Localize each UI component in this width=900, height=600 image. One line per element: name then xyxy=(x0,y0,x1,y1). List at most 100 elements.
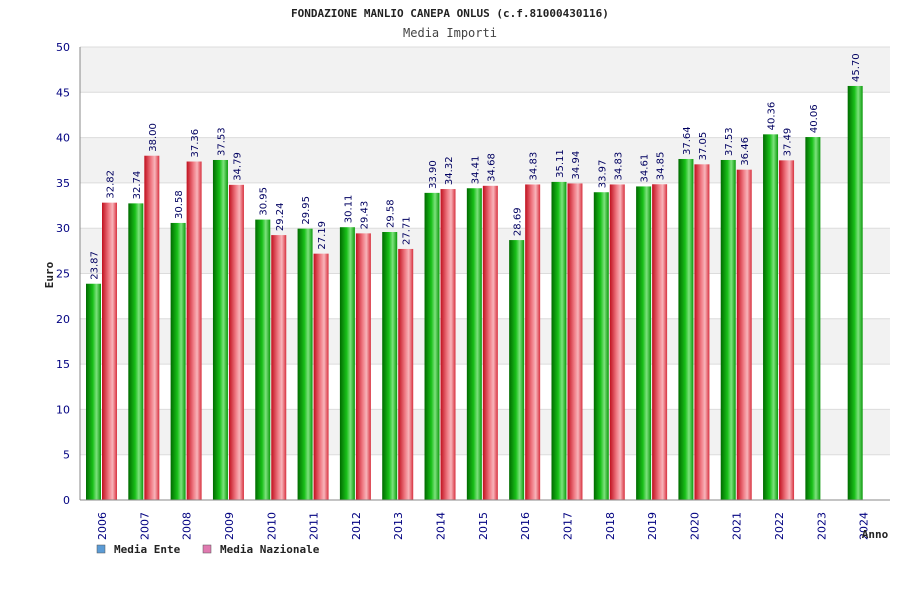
y-axis-label: Euro xyxy=(43,261,56,288)
data-label: 37.36 xyxy=(190,129,201,158)
data-label: 32.82 xyxy=(106,170,117,199)
data-label: 23.87 xyxy=(90,251,101,280)
y-tick-label: 50 xyxy=(56,41,70,54)
y-tick-label: 30 xyxy=(56,222,70,235)
bar-media-ente-2018 xyxy=(593,192,609,500)
bar-media-ente-2006 xyxy=(86,283,101,500)
data-label: 32.74 xyxy=(132,171,143,200)
y-tick-label: 5 xyxy=(63,449,70,462)
y-axis-ticks: 0 5 10 15 20 25 30 35 40 45 50 xyxy=(56,41,70,507)
x-tick-label: 2007 xyxy=(138,512,151,540)
data-label: 37.64 xyxy=(682,126,693,155)
data-label: 36.46 xyxy=(740,137,751,166)
x-tick-label: 2014 xyxy=(435,512,448,540)
x-tick-label: 2011 xyxy=(308,512,321,540)
chart-title: FONDAZIONE MANLIO CANEPA ONLUS (c.f.8100… xyxy=(291,7,609,20)
data-label: 34.41 xyxy=(470,156,481,185)
data-label: 27.71 xyxy=(402,216,413,245)
bar-media-nazionale-2019 xyxy=(652,184,668,500)
data-label: 38.00 xyxy=(148,123,159,152)
bar-media-ente-2017 xyxy=(551,181,567,501)
data-label: 34.83 xyxy=(529,152,540,181)
data-label: 27.19 xyxy=(317,221,328,250)
data-label: 37.05 xyxy=(698,132,709,161)
legend-label-media-nazionale: Media Nazionale xyxy=(220,543,320,556)
bar-media-nazionale-2022 xyxy=(779,160,795,500)
bar-media-nazionale-2008 xyxy=(186,161,202,500)
y-tick-label: 35 xyxy=(56,177,70,190)
y-tick-label: 20 xyxy=(56,313,70,326)
bar-media-ente-2019 xyxy=(636,186,652,500)
x-axis-ticks: 2006 2007 2008 2009 2010 2011 2012 2013 2014 2015… xyxy=(96,512,871,540)
legend-swatch-media-ente xyxy=(96,544,106,554)
data-label: 29.43 xyxy=(359,201,370,230)
data-label: 29.95 xyxy=(301,196,312,225)
bar-media-ente-2024 xyxy=(847,85,863,500)
data-label: 37.53 xyxy=(724,127,735,156)
bar-media-nazionale-2014 xyxy=(440,189,456,501)
x-tick-label: 2017 xyxy=(561,512,574,540)
y-tick-label: 25 xyxy=(56,268,70,281)
y-tick-label: 40 xyxy=(56,132,70,145)
x-tick-label: 2019 xyxy=(646,512,659,540)
bar-media-ente-2023 xyxy=(805,137,821,500)
data-label: 29.58 xyxy=(386,199,397,228)
bar-media-ente-2011 xyxy=(297,228,313,500)
data-label: 34.32 xyxy=(444,156,455,185)
data-label: 34.79 xyxy=(232,152,243,181)
x-tick-label: 2018 xyxy=(604,512,617,540)
bar-media-ente-2007 xyxy=(128,203,144,500)
data-label: 40.36 xyxy=(767,102,778,131)
data-label: 37.49 xyxy=(783,128,794,157)
x-tick-label: 2009 xyxy=(223,512,236,540)
plot-band xyxy=(80,47,890,93)
bar-media-ente-2021 xyxy=(720,159,736,500)
data-labels: 23.87 32.82 32.74 38.00 30.58 37.36 37.53 34.79… xyxy=(90,53,863,279)
x-tick-label: 2006 xyxy=(96,512,109,540)
chart-subtitle: Media Importi xyxy=(403,26,497,40)
data-label: 34.94 xyxy=(571,151,582,180)
bar-media-ente-2016 xyxy=(509,240,525,500)
x-axis-label: Anno xyxy=(862,528,889,541)
y-tick-label: 45 xyxy=(56,86,70,99)
data-label: 33.97 xyxy=(597,160,608,189)
bar-media-nazionale-2013 xyxy=(398,248,414,500)
y-tick-label: 10 xyxy=(56,403,70,416)
bar-media-ente-2020 xyxy=(678,158,694,500)
data-label: 29.24 xyxy=(275,202,286,231)
x-tick-label: 2021 xyxy=(731,512,744,540)
data-label: 30.95 xyxy=(259,187,270,216)
x-tick-label: 2022 xyxy=(773,512,786,540)
bar-media-nazionale-2015 xyxy=(482,185,498,500)
bar-media-ente-2014 xyxy=(424,192,440,500)
bar-media-nazionale-2020 xyxy=(694,164,710,500)
data-label: 30.11 xyxy=(343,195,354,224)
data-label: 37.53 xyxy=(216,127,227,156)
y-tick-label: 15 xyxy=(56,358,70,371)
data-label: 33.90 xyxy=(428,160,439,189)
legend: Media Ente Media Nazionale xyxy=(96,543,320,556)
data-label: 34.85 xyxy=(656,152,667,181)
bar-media-ente-2022 xyxy=(763,134,779,501)
x-tick-label: 2012 xyxy=(350,512,363,540)
bar-media-ente-2008 xyxy=(170,222,186,501)
x-tick-label: 2023 xyxy=(815,512,828,540)
bar-media-nazionale-2006 xyxy=(102,202,117,500)
x-tick-label: 2015 xyxy=(477,512,490,540)
bar-media-nazionale-2010 xyxy=(271,235,287,500)
bar-media-ente-2009 xyxy=(212,159,228,500)
bar-media-nazionale-2017 xyxy=(567,183,583,500)
bar-media-ente-2012 xyxy=(339,227,355,500)
legend-label-media-ente: Media Ente xyxy=(114,543,181,556)
data-label: 34.61 xyxy=(640,154,651,183)
x-tick-label: 2024 xyxy=(858,512,871,540)
plot-band xyxy=(80,92,890,138)
data-label: 34.83 xyxy=(613,152,624,181)
legend-swatch-media-nazionale xyxy=(202,544,212,554)
x-tick-label: 2010 xyxy=(265,512,278,540)
bar-media-nazionale-2009 xyxy=(228,184,244,500)
x-tick-label: 2020 xyxy=(688,512,701,540)
data-label: 40.06 xyxy=(809,104,820,133)
bar-media-nazionale-2007 xyxy=(144,155,160,500)
